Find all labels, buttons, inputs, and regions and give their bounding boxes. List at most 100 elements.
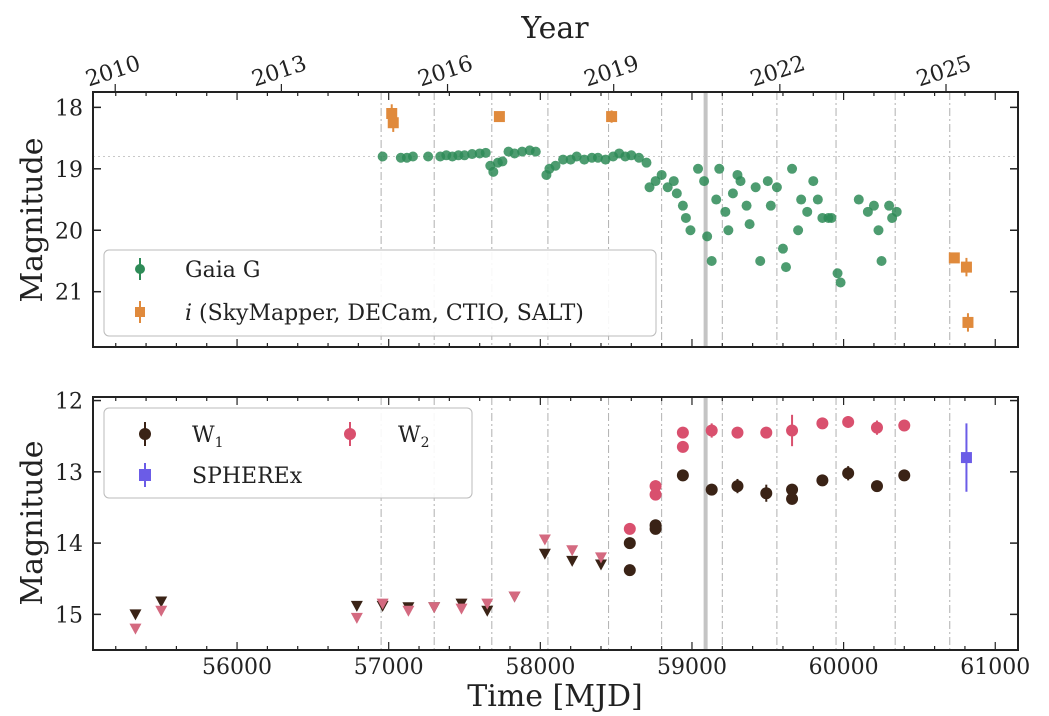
data-point bbox=[711, 194, 722, 205]
legend-label-w1-sub: 1 bbox=[215, 435, 224, 451]
data-point bbox=[731, 426, 744, 439]
year-tick-label: 2025 bbox=[914, 51, 975, 92]
data-point bbox=[671, 188, 682, 199]
data-point bbox=[676, 426, 689, 439]
legend-box bbox=[103, 407, 473, 499]
x-tick-label: 57000 bbox=[354, 655, 424, 680]
data-point bbox=[656, 169, 667, 180]
data-point bbox=[741, 200, 752, 211]
legend-marker-spherex bbox=[139, 469, 151, 481]
series-w2-upper-limits bbox=[129, 534, 607, 635]
upper-limit-marker bbox=[155, 596, 168, 608]
upper-limit-marker bbox=[481, 605, 494, 617]
panel-2-frame bbox=[92, 396, 1019, 651]
data-point bbox=[407, 151, 418, 162]
legend-label-i: i (SkyMapper, DECam, CTIO, SALT) bbox=[185, 301, 584, 326]
data-point bbox=[649, 480, 662, 493]
y-tick-label: 18 bbox=[55, 96, 83, 121]
data-point bbox=[853, 194, 864, 205]
data-point bbox=[676, 440, 689, 453]
data-point bbox=[706, 255, 717, 266]
data-point bbox=[386, 108, 398, 120]
data-point bbox=[786, 483, 799, 496]
legend-label-w2-base: W bbox=[398, 423, 421, 448]
upper-limit-marker bbox=[350, 600, 363, 612]
series-i-skymapper-decam-ctio-salt bbox=[386, 104, 974, 332]
data-point bbox=[723, 225, 734, 236]
data-point bbox=[480, 147, 491, 158]
data-point bbox=[816, 474, 829, 487]
top-axis-title: Year bbox=[520, 11, 589, 46]
data-point bbox=[623, 522, 636, 535]
data-point bbox=[600, 154, 611, 165]
year-tick-labels: 2010 2013 2016 2019 2022 2025 bbox=[83, 51, 975, 92]
data-point bbox=[816, 417, 829, 430]
year-tick-label: 2022 bbox=[747, 51, 808, 92]
data-point bbox=[377, 151, 388, 162]
data-point bbox=[842, 415, 855, 428]
series-w1 bbox=[623, 466, 911, 577]
series-gaia-g bbox=[377, 145, 902, 288]
panel-1-frame bbox=[92, 91, 1019, 348]
legend-box bbox=[103, 249, 657, 337]
upper-limit-marker bbox=[481, 598, 494, 610]
data-point bbox=[633, 152, 644, 163]
panel-2-legend: W1 W2 SPHEREx bbox=[103, 407, 473, 499]
legend-label-w1: W1 bbox=[192, 423, 224, 451]
data-point bbox=[760, 487, 773, 500]
data-point bbox=[677, 200, 688, 211]
data-point bbox=[750, 182, 761, 193]
optical-data-points bbox=[377, 104, 974, 332]
data-point bbox=[832, 268, 843, 279]
data-point bbox=[571, 151, 582, 162]
data-point bbox=[727, 188, 738, 199]
upper-limit-marker bbox=[428, 602, 441, 614]
legend-label-i-rest: (SkyMapper, DECam, CTIO, SALT) bbox=[192, 301, 584, 326]
panel-1-ylabel: Magnitude bbox=[15, 137, 50, 302]
x-tick-label: 59000 bbox=[657, 655, 727, 680]
year-tick-label: 2013 bbox=[249, 51, 310, 92]
legend-label-gaia: Gaia G bbox=[185, 258, 260, 283]
data-point bbox=[606, 111, 618, 123]
data-point bbox=[835, 277, 846, 288]
data-point bbox=[796, 194, 807, 205]
data-point bbox=[868, 200, 879, 211]
data-point bbox=[786, 424, 799, 437]
legend-marker-i bbox=[135, 307, 145, 317]
y-tick-label: 15 bbox=[55, 603, 83, 628]
data-point bbox=[693, 163, 704, 174]
panel-1-legend: Gaia G i (SkyMapper, DECam, CTIO, SALT) bbox=[103, 249, 657, 337]
x-tick-label: 61000 bbox=[960, 655, 1030, 680]
data-point bbox=[662, 182, 673, 193]
y-tick-label: 13 bbox=[55, 461, 83, 486]
legend-label-w1-base: W bbox=[192, 423, 215, 448]
data-point bbox=[509, 148, 520, 159]
data-point bbox=[641, 157, 652, 168]
data-point bbox=[802, 206, 813, 217]
data-point bbox=[493, 111, 505, 123]
legend-label-w2-sub: 2 bbox=[421, 435, 430, 451]
x-tick-label: 56000 bbox=[202, 655, 272, 680]
y-tick-label: 19 bbox=[55, 158, 83, 183]
data-point bbox=[771, 182, 782, 193]
series-w1-upper-limits bbox=[129, 548, 607, 621]
data-point bbox=[744, 219, 755, 230]
data-point bbox=[517, 146, 528, 157]
data-point bbox=[702, 231, 713, 242]
data-point bbox=[731, 480, 744, 493]
data-point bbox=[962, 316, 974, 328]
upper-limit-marker bbox=[566, 545, 579, 557]
data-point bbox=[705, 483, 718, 496]
series-spherex bbox=[960, 423, 972, 492]
data-point bbox=[530, 146, 541, 157]
upper-limit-marker bbox=[129, 623, 142, 635]
year-tick-label: 2010 bbox=[83, 51, 144, 92]
data-point bbox=[650, 176, 661, 187]
upper-limit-marker bbox=[376, 598, 389, 610]
legend-marker-w2 bbox=[344, 428, 356, 440]
data-point bbox=[812, 194, 823, 205]
data-point bbox=[623, 564, 636, 577]
x-axis-label: Time [MJD] bbox=[467, 679, 643, 714]
data-point bbox=[884, 200, 895, 211]
data-point bbox=[891, 206, 902, 217]
